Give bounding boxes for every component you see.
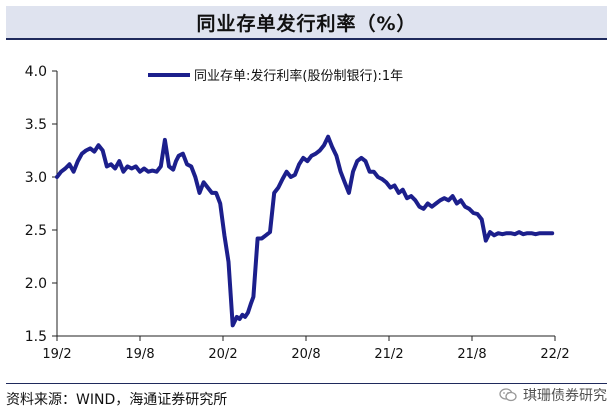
x-tick-label: 19/8 bbox=[125, 347, 154, 362]
chart-title: 同业存单发行利率（%） bbox=[196, 12, 417, 35]
y-tick-label: 3.5 bbox=[25, 117, 47, 133]
y-tick-label: 2.5 bbox=[25, 223, 47, 239]
x-tick-label: 19/2 bbox=[42, 347, 71, 362]
line-chart: 1.5 2.0 2.5 3.0 3.5 4.0 19/2 19/8 20/2 20/8 21/2 21… bbox=[25, 64, 570, 362]
footer-divider bbox=[6, 383, 607, 384]
y-tick-label: 3.0 bbox=[25, 170, 47, 186]
y-tick-label: 1.5 bbox=[25, 329, 47, 345]
chart-title-bar: 同业存单发行利率（%） bbox=[6, 6, 607, 38]
y-tick-label: 4.0 bbox=[25, 64, 47, 80]
source-note: 资料来源：WIND，海通证券研究所 bbox=[6, 392, 228, 408]
legend-label: 同业存单:发行利率(股份制银行):1年 bbox=[194, 68, 403, 84]
x-tick-label: 20/2 bbox=[208, 347, 237, 362]
y-tick-label: 2.0 bbox=[25, 276, 47, 292]
watermark: 琪珊债券研究 bbox=[499, 385, 607, 405]
title-divider bbox=[6, 38, 607, 40]
x-tick-label: 21/2 bbox=[374, 347, 403, 362]
watermark-text: 琪珊债券研究 bbox=[523, 388, 607, 404]
x-tick-label: 22/2 bbox=[540, 347, 569, 362]
chart-area: 1.5 2.0 2.5 3.0 3.5 4.0 19/2 19/8 20/2 20/8 21/2 21… bbox=[0, 40, 615, 380]
series-line bbox=[55, 134, 555, 328]
x-tick-label: 21/8 bbox=[457, 347, 486, 362]
x-tick-label: 20/8 bbox=[291, 347, 320, 362]
wechat-icon bbox=[499, 388, 517, 402]
